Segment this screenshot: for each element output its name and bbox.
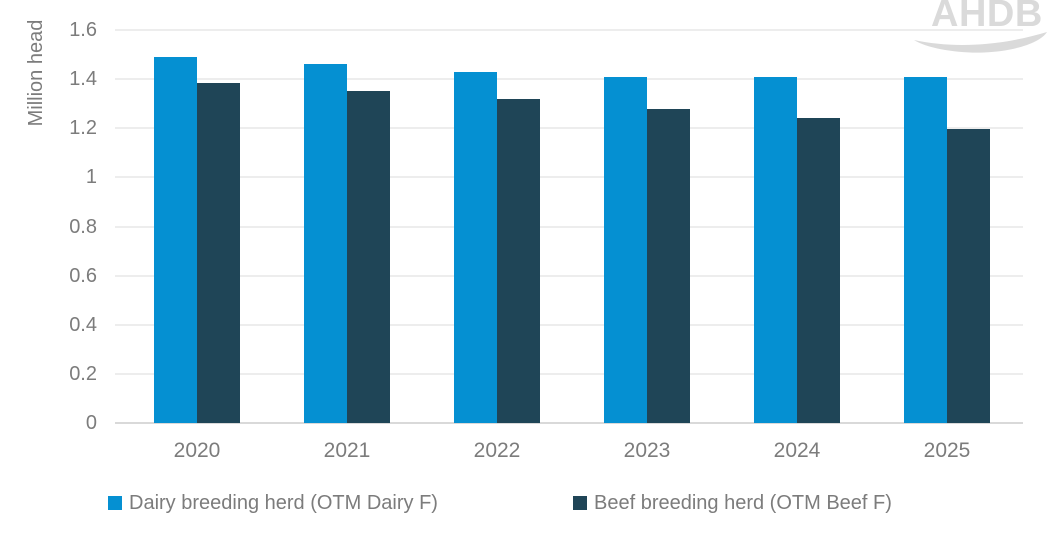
dairy-bar-2025 bbox=[904, 76, 947, 423]
gridline bbox=[115, 372, 1023, 375]
dairy-bar-2024 bbox=[754, 76, 797, 423]
y-tick-label: 0.2 bbox=[69, 362, 97, 385]
legend-label-beef: Beef breeding herd (OTM Beef F) bbox=[594, 491, 892, 514]
x-tick-label-2024: 2024 bbox=[773, 439, 821, 462]
dairy-swatch-icon bbox=[108, 496, 122, 510]
y-tick-label: 0.8 bbox=[69, 215, 97, 238]
legend-label-dairy: Dairy breeding herd (OTM Dairy F) bbox=[129, 491, 438, 514]
y-tick-label: 0.6 bbox=[69, 264, 97, 287]
legend: Dairy breeding herd (OTM Dairy F) Beef br… bbox=[0, 491, 1051, 517]
beef-bar-2023 bbox=[647, 108, 690, 423]
y-tick-label: 1.2 bbox=[69, 117, 97, 140]
beef-swatch-icon bbox=[573, 496, 587, 510]
ahdb-logo-swoosh-icon bbox=[914, 32, 1047, 53]
gridline bbox=[115, 225, 1023, 228]
legend-item-beef: Beef breeding herd (OTM Beef F) bbox=[573, 491, 892, 515]
dairy-bar-2023 bbox=[604, 76, 647, 423]
gridline bbox=[115, 127, 1023, 130]
gridline bbox=[115, 274, 1023, 277]
x-tick-label-2021: 2021 bbox=[323, 439, 371, 462]
gridline bbox=[115, 29, 1023, 31]
gridline bbox=[115, 78, 1023, 81]
dairy-bar-2021 bbox=[304, 64, 347, 423]
y-tick-label: 1.4 bbox=[69, 68, 97, 91]
beef-bar-2022 bbox=[497, 98, 540, 423]
y-tick-label: 0.4 bbox=[69, 313, 97, 336]
gridline bbox=[115, 176, 1023, 179]
beef-bar-2024 bbox=[797, 118, 840, 423]
ahdb-logo: AHDB bbox=[905, 0, 1051, 56]
gridline bbox=[115, 323, 1023, 326]
y-tick-label: 1 bbox=[85, 166, 97, 189]
x-axis-line bbox=[115, 422, 1023, 424]
beef-bar-2025 bbox=[947, 129, 990, 423]
dairy-bar-2020 bbox=[154, 57, 197, 423]
x-tick-label-2025: 2025 bbox=[923, 439, 971, 462]
dairy-bar-2022 bbox=[454, 71, 497, 423]
legend-item-dairy: Dairy breeding herd (OTM Dairy F) bbox=[108, 491, 438, 515]
y-tick-label: 0 bbox=[85, 412, 97, 434]
x-tick-label-2023: 2023 bbox=[623, 439, 671, 462]
y-tick-label: 1.6 bbox=[69, 19, 97, 41]
x-tick-label-2022: 2022 bbox=[473, 439, 521, 462]
x-tick-label-2020: 2020 bbox=[173, 439, 221, 462]
beef-bar-2020 bbox=[197, 82, 240, 423]
beef-bar-2021 bbox=[347, 91, 390, 423]
